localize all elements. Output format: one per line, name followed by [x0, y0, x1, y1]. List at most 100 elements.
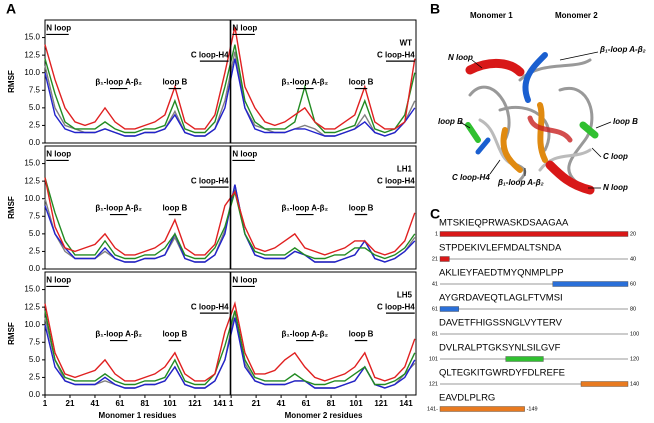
monomer-label: Monomer 2 — [555, 11, 598, 20]
leader-line — [595, 121, 612, 129]
annotation: loop B — [162, 204, 187, 213]
y-tick-label: 7.5 — [29, 211, 41, 220]
annotation: loop B — [162, 330, 187, 339]
y-tick-label: 5.0 — [29, 103, 41, 112]
structure-segment — [552, 281, 629, 287]
sequence-text: DVLRALPTGKSYNLSILGVF — [439, 343, 561, 354]
annotation: β₁-loop A-β₂ — [95, 78, 142, 87]
residue-start: 81 — [432, 331, 438, 337]
y-tick-label: 10.0 — [24, 68, 40, 77]
y-axis-label: RMSF — [7, 322, 16, 345]
structure-label: C loop-H4 — [452, 173, 490, 182]
y-tick-label: 12.5 — [24, 302, 40, 311]
residue-end: 60 — [630, 281, 636, 287]
leader-line — [559, 51, 599, 61]
y-tick-label: 2.5 — [29, 121, 41, 130]
structure-labels: Monomer 1 Monomer 2 N loop β₁-loop A-β₂ loop… — [438, 11, 646, 192]
annotation: C loop-H4 — [191, 176, 229, 185]
structure-label: C loop — [603, 152, 628, 161]
structure-segment — [439, 256, 450, 262]
residue-end: 40 — [630, 256, 636, 262]
y-tick-label: 15.0 — [24, 285, 40, 294]
annotation: C loop-H4 — [377, 302, 415, 311]
chart-label: LH1 — [397, 164, 413, 173]
y-tick-label: 12.5 — [24, 176, 40, 185]
residue-end: 140 — [630, 381, 639, 387]
annotation: β₁-loop A-β₂ — [282, 330, 329, 339]
residue-end: -149 — [527, 406, 538, 412]
panel-label: B — [430, 1, 440, 17]
residue-end: 100 — [630, 331, 639, 337]
y-tick-label: 2.5 — [29, 247, 41, 256]
x-tick-label: 41 — [277, 399, 286, 408]
panel-label: C — [430, 206, 440, 222]
annotation: loop B — [162, 78, 187, 87]
y-tick-label: 0.0 — [29, 390, 41, 399]
annotation: N loop — [46, 276, 71, 285]
sequence-text: STPDEKIVLEFMDALTSNDA — [439, 243, 562, 254]
structure-label: loop B — [438, 117, 463, 126]
x-tick-label: 81 — [140, 399, 149, 408]
y-tick-label: 0.0 — [29, 264, 41, 273]
annotation: β₁-loop A-β₂ — [282, 78, 329, 87]
annotation: N loop — [232, 24, 257, 33]
residue-end: 120 — [630, 356, 639, 362]
residue-start: 121 — [429, 381, 438, 387]
structure-image — [465, 52, 599, 195]
annotation: β₁-loop A-β₂ — [95, 330, 142, 339]
annotation: C loop-H4 — [191, 50, 229, 59]
structure-label: N loop — [448, 53, 473, 62]
annotation: β₁-loop A-β₂ — [95, 204, 142, 213]
y-axis-label: RMSF — [7, 70, 16, 93]
y-tick-label: 10.0 — [24, 194, 40, 203]
annotation: C loop-H4 — [191, 302, 229, 311]
sequence-text: EAVDLPLRG — [439, 393, 495, 404]
structure-segment — [505, 356, 544, 362]
y-tick-label: 12.5 — [24, 50, 40, 59]
annotation: β₁-loop A-β₂ — [282, 204, 329, 213]
chart-label: WT — [400, 38, 413, 47]
sequence-text: AKLIEYFAEDTMYQNMPLPP — [439, 268, 564, 279]
structure-segment — [580, 381, 629, 387]
leader-line — [459, 121, 471, 129]
annotation: loop B — [349, 78, 374, 87]
y-tick-label: 5.0 — [29, 355, 41, 364]
structure-label: β₁-loop A-β₂ — [497, 178, 544, 187]
annotation: C loop-H4 — [377, 50, 415, 59]
x-tick-label: 141 — [399, 399, 413, 408]
annotation: N loop — [46, 24, 71, 33]
structure-segment — [439, 306, 459, 312]
x-axis-label: Monomer 2 residues — [285, 411, 363, 420]
sequence-text: QLTEGKITGWRDYFDLREFE — [439, 368, 565, 379]
x-axis-label: Monomer 1 residues — [99, 411, 177, 420]
structure-segment — [439, 406, 525, 412]
structure-label: loop B — [613, 117, 638, 126]
residue-end: 20 — [630, 231, 636, 237]
y-tick-label: 7.5 — [29, 85, 41, 94]
residue-start: 101 — [429, 356, 438, 362]
sequence-text: AYGRDAVEQTLAGLFTVMSI — [439, 293, 563, 304]
annotation: loop B — [349, 204, 374, 213]
annotation: loop B — [349, 330, 374, 339]
y-tick-label: 2.5 — [29, 373, 41, 382]
residue-start: 21 — [432, 256, 438, 262]
x-tick-label: 21 — [252, 399, 261, 408]
annotation: C loop-H4 — [377, 176, 415, 185]
panel-label: A — [6, 1, 16, 17]
y-tick-label: 0.0 — [29, 138, 41, 147]
x-tick-label: 101 — [349, 399, 363, 408]
x-tick-label: 121 — [188, 399, 202, 408]
y-tick-label: 5.0 — [29, 229, 41, 238]
x-tick-label: 1 — [43, 399, 48, 408]
y-tick-label: 15.0 — [24, 33, 40, 42]
y-tick-label: 15.0 — [24, 159, 40, 168]
residue-end: 80 — [630, 306, 636, 312]
sequence-text: DAVETFHIGSSNGLVYTERV — [439, 318, 563, 329]
monomer-label: Monomer 1 — [470, 11, 513, 20]
leader-line — [489, 159, 501, 175]
annotation: N loop — [46, 150, 71, 159]
x-tick-label: 21 — [66, 399, 75, 408]
annotation: N loop — [232, 276, 257, 285]
residue-start: 61 — [432, 306, 438, 312]
